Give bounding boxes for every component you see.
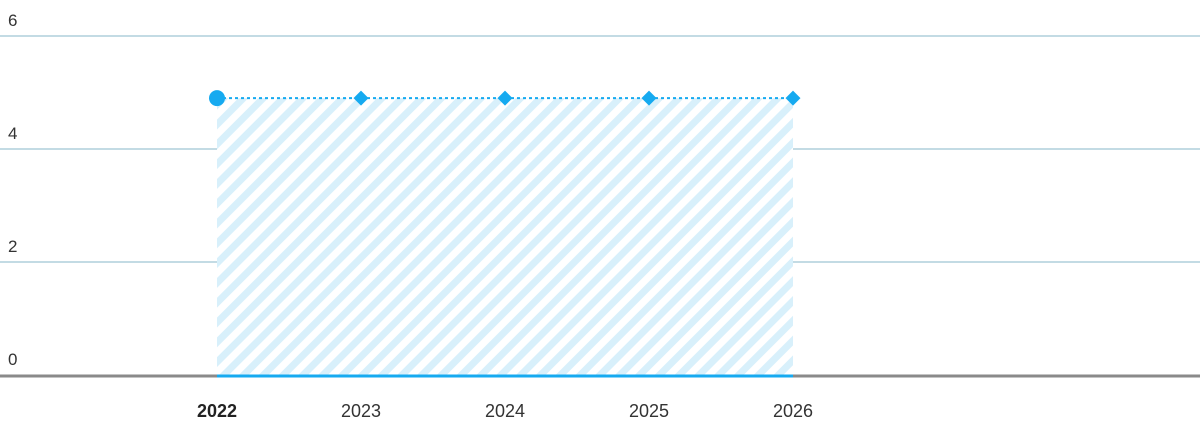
data-point-diamond[interactable] [785, 90, 801, 106]
data-point-diamond[interactable] [353, 90, 369, 106]
y-tick-label: 6 [8, 11, 17, 30]
y-tick-label: 4 [8, 124, 17, 143]
data-point-diamond[interactable] [497, 90, 513, 106]
x-tick-label: 2025 [629, 401, 669, 421]
x-tick-labels: 2022 2023 2024 2025 2026 [197, 401, 813, 421]
y-tick-label: 2 [8, 237, 17, 256]
area-fill [217, 98, 793, 376]
area-fill-layer [217, 98, 793, 376]
x-tick-label: 2026 [773, 401, 813, 421]
data-point-diamond[interactable] [641, 90, 657, 106]
x-tick-label: 2023 [341, 401, 381, 421]
data-point-circle[interactable] [209, 90, 225, 107]
y-tick-label: 0 [8, 350, 17, 369]
x-tick-label: 2022 [197, 401, 237, 421]
y-tick-labels: 0 2 4 6 [8, 11, 17, 369]
x-tick-label: 2024 [485, 401, 525, 421]
data-points [209, 90, 801, 107]
